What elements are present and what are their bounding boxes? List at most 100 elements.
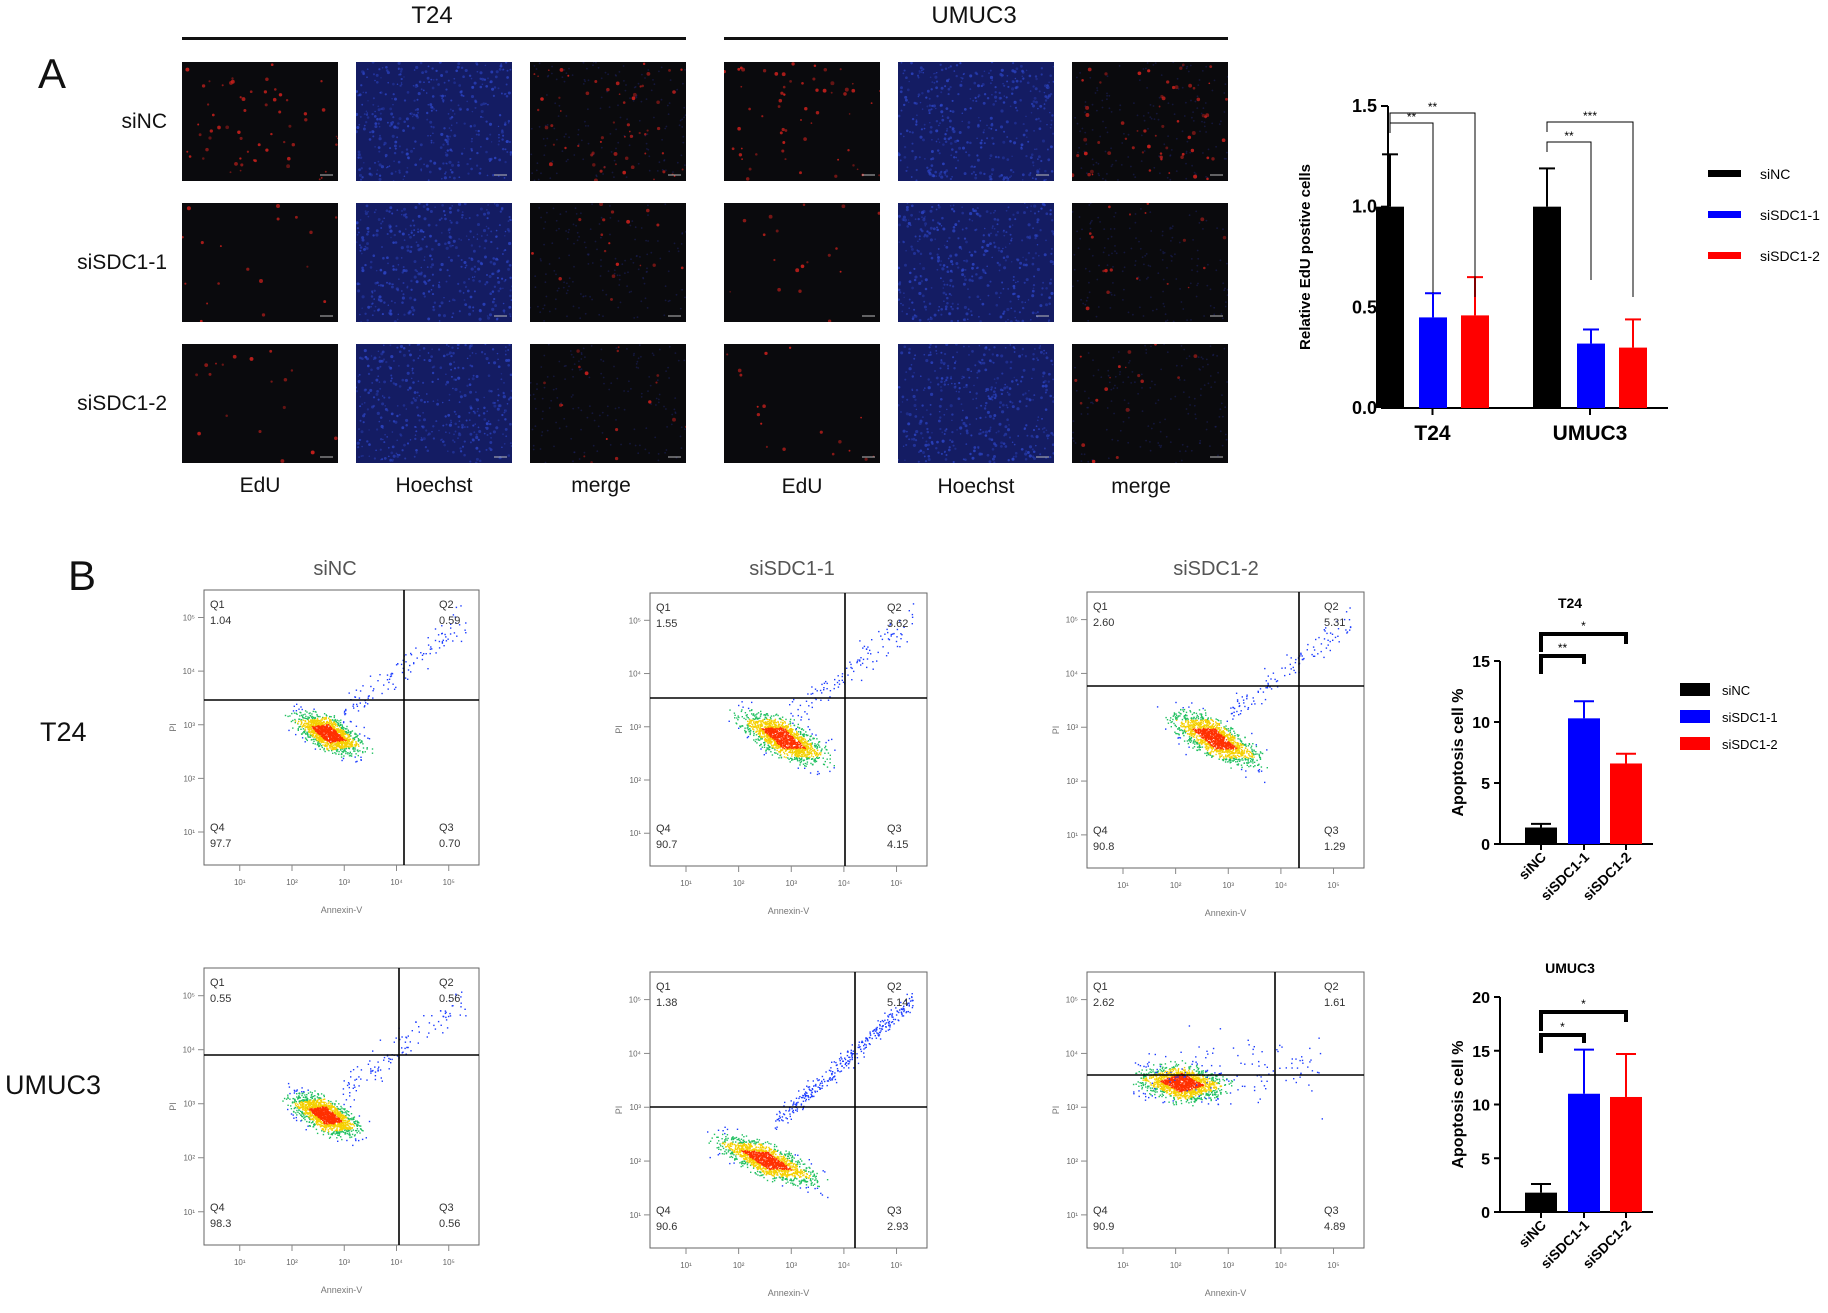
flow-quadrant-name: Q2 (439, 599, 454, 611)
edu-significance-label: ** (1564, 129, 1574, 143)
apo-y-tick-label: 0 (1481, 837, 1490, 854)
flow-y-axis-label: PI (614, 1106, 624, 1115)
flow-quadrant-name: Q4 (656, 823, 671, 835)
edu-x-tick-label: UMUC3 (1553, 422, 1628, 445)
flow-x-tick-label: 10⁵ (443, 1258, 455, 1267)
edu-significance-bracket (1389, 122, 1434, 293)
micro-col-label-umuc3-hoechst: Hoechst (937, 475, 1015, 498)
flow-y-axis-label: PI (1051, 1106, 1061, 1115)
edu-bar-chart: 0.0 0.5 1.0 1.5 Relative EdU postive cells T2… (1297, 96, 1820, 445)
apo-x-tick-label: siNC (1515, 1217, 1549, 1251)
flow-x-tick-label: 10³ (1222, 881, 1234, 890)
flow-y-tick-label: 10¹ (1066, 1211, 1078, 1220)
micrograph-umuc3-sinc-merge (1072, 62, 1228, 181)
flow-quadrant-name: Q3 (887, 823, 902, 835)
flow-x-tick-label: 10⁴ (838, 879, 851, 888)
flow-x-tick-label: 10² (1170, 881, 1182, 890)
flow-y-tick-label: 10⁴ (629, 670, 642, 679)
flow-col-title-sinc: siNC (313, 558, 357, 580)
apo-significance-label: * (1560, 1020, 1565, 1034)
apo-y-axis-label: Apoptosis cell % (1450, 688, 1467, 816)
apo-significance-bracket (1539, 1010, 1628, 1031)
flow-x-tick-label: 10¹ (1117, 881, 1129, 890)
flow-y-tick-label: 10⁴ (629, 1049, 642, 1058)
group-rule-t24 (182, 37, 686, 40)
edu-y-tick-label: 0.0 (1352, 398, 1377, 418)
flow-quadrant-value: 2.60 (1093, 617, 1114, 629)
flow-quadrant-value: 1.38 (656, 997, 677, 1009)
edu-bar (1461, 315, 1489, 408)
apo-legend-label: siNC (1722, 683, 1750, 698)
apo-y-tick-label: 15 (1472, 1044, 1490, 1061)
apo-y-tick-label: 5 (1481, 1151, 1490, 1168)
flow-x-tick-label: 10⁵ (890, 1261, 902, 1270)
edu-y-tick-label: 1.0 (1352, 197, 1377, 217)
micrograph-umuc3-sisdc1-2-edu (724, 344, 880, 463)
flow-y-tick-label: 10² (183, 774, 195, 783)
edu-bar (1619, 347, 1647, 408)
micrograph-t24-sinc-merge (530, 62, 686, 181)
flow-y-tick-label: 10² (1066, 777, 1078, 786)
flow-x-tick-label: 10² (733, 879, 745, 888)
flow-y-axis-label: PI (1051, 726, 1061, 735)
flow-quadrant-name: Q4 (1093, 1205, 1108, 1217)
flow-quadrant-name: Q2 (887, 981, 902, 993)
apo-significance-bracket (1539, 654, 1586, 674)
edu-significance-label: ** (1407, 110, 1417, 124)
micro-row-label-sisdc1-2: siSDC1-2 (77, 392, 167, 415)
apo-y-tick-label: 10 (1472, 1098, 1490, 1115)
apo-x-tick-label: siNC (1515, 849, 1549, 883)
flow-y-tick-label: 10⁵ (183, 992, 195, 1001)
flow-x-tick-label: 10³ (338, 1258, 350, 1267)
flow-row-label-umuc3: UMUC3 (5, 1070, 102, 1100)
apo-title: T24 (1558, 595, 1582, 611)
group-rule-umuc3 (724, 37, 1228, 40)
apo-y-tick-label: 20 (1472, 990, 1490, 1007)
panel-a-letter: A (38, 50, 67, 97)
flow-quadrant-value: 90.8 (1093, 841, 1114, 853)
apo-bar (1610, 1096, 1642, 1212)
micrograph-umuc3-sinc-edu (724, 62, 880, 181)
flow-y-tick-label: 10³ (1066, 723, 1078, 732)
flow-x-tick-label: 10¹ (680, 879, 692, 888)
flow-y-tick-label: 10³ (1066, 1103, 1078, 1112)
micro-col-label-t24-edu: EdU (239, 474, 281, 497)
edu-legend-label: siNC (1760, 166, 1790, 182)
edu-bar (1533, 206, 1561, 408)
flow-x-tick-label: 10⁴ (390, 1258, 403, 1267)
edu-legend-label: siSDC1-1 (1760, 207, 1820, 223)
micrograph-t24-sisdc1-1-merge (530, 203, 686, 322)
edu-legend-swatch (1708, 170, 1741, 177)
flow-y-tick-label: 10² (629, 1157, 641, 1166)
flow-col-title-sisdc1-2: siSDC1-2 (1173, 558, 1259, 580)
flow-quadrant-name: Q4 (656, 1205, 671, 1217)
micrograph-umuc3-sinc-hoechst (898, 62, 1054, 181)
flow-quadrant-value: 1.04 (210, 615, 231, 627)
flow-y-tick-label: 10¹ (183, 828, 195, 837)
flow-quadrant-name: Q3 (439, 822, 454, 834)
flow-quadrant-name: Q1 (210, 599, 225, 611)
edu-bar (1577, 343, 1605, 408)
flow-col-title-sisdc1-1: siSDC1-1 (749, 558, 835, 580)
flow-y-tick-label: 10⁴ (1066, 669, 1079, 678)
apo-significance-bracket (1539, 1033, 1586, 1053)
flow-quadrant-name: Q3 (887, 1205, 902, 1217)
flow-y-tick-label: 10¹ (183, 1208, 195, 1217)
flow-plot-frame (1086, 971, 1365, 1249)
flow-quadrant-name: Q1 (210, 977, 225, 989)
edu-bar (1376, 206, 1404, 408)
flow-y-axis-label: PI (168, 1102, 178, 1111)
flow-plot-umuc3-sinc: 10¹ 10¹ 10² 10² 10³ 10³ 10⁴ 10⁴ 10⁵ 10⁵ Annexin-V P… (168, 967, 480, 1295)
flow-x-tick-label: 10² (1170, 1261, 1182, 1270)
flow-quadrant-name: Q3 (1324, 825, 1339, 837)
panel-b-letter: B (68, 552, 97, 599)
flow-x-tick-label: 10¹ (234, 1258, 246, 1267)
apo-significance-label: * (1581, 619, 1586, 633)
micrograph-t24-sisdc1-2-hoechst (356, 344, 512, 463)
flow-quadrant-value: 1.29 (1324, 841, 1345, 853)
apo-legend-swatch (1680, 710, 1710, 723)
edu-significance-bracket (1546, 121, 1634, 297)
flow-quadrant-value: 5.31 (1324, 617, 1345, 629)
flow-x-tick-label: 10³ (1222, 1261, 1234, 1270)
